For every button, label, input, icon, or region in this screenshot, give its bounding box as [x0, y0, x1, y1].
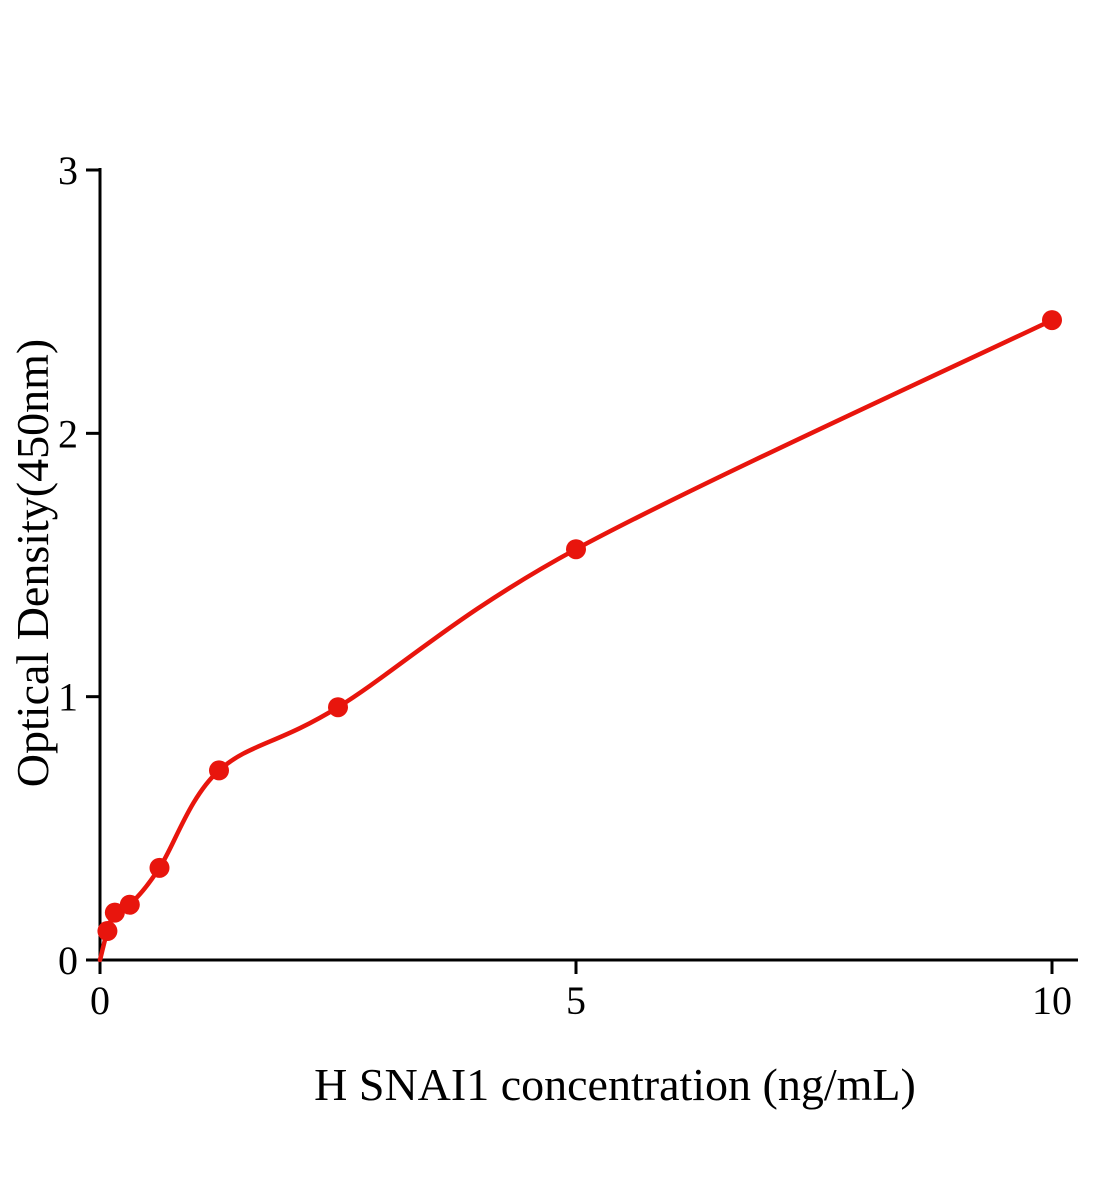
plot-area: 0 5 10 0 1 2 3	[58, 148, 1078, 1023]
data-point	[328, 697, 348, 718]
data-point	[1042, 310, 1062, 331]
y-tick-label: 0	[58, 938, 78, 983]
y-tick-label: 1	[58, 675, 78, 720]
y-tick-label: 2	[58, 411, 78, 456]
data-point	[209, 760, 229, 781]
x-tick-label: 10	[1032, 978, 1072, 1023]
y-axis-label: Optical Density(450nm)	[7, 339, 58, 787]
data-point	[566, 539, 586, 560]
data-point	[149, 857, 170, 878]
x-tick-label: 5	[566, 978, 586, 1023]
x-tick-label: 0	[90, 978, 110, 1023]
data-point	[97, 921, 118, 942]
data-point	[119, 894, 140, 915]
y-tick-label: 3	[58, 148, 78, 193]
fitted-curve	[97, 317, 1055, 963]
data-point	[104, 902, 125, 923]
x-axis-label: H SNAI1 concentration (ng/mL)	[314, 1059, 916, 1110]
